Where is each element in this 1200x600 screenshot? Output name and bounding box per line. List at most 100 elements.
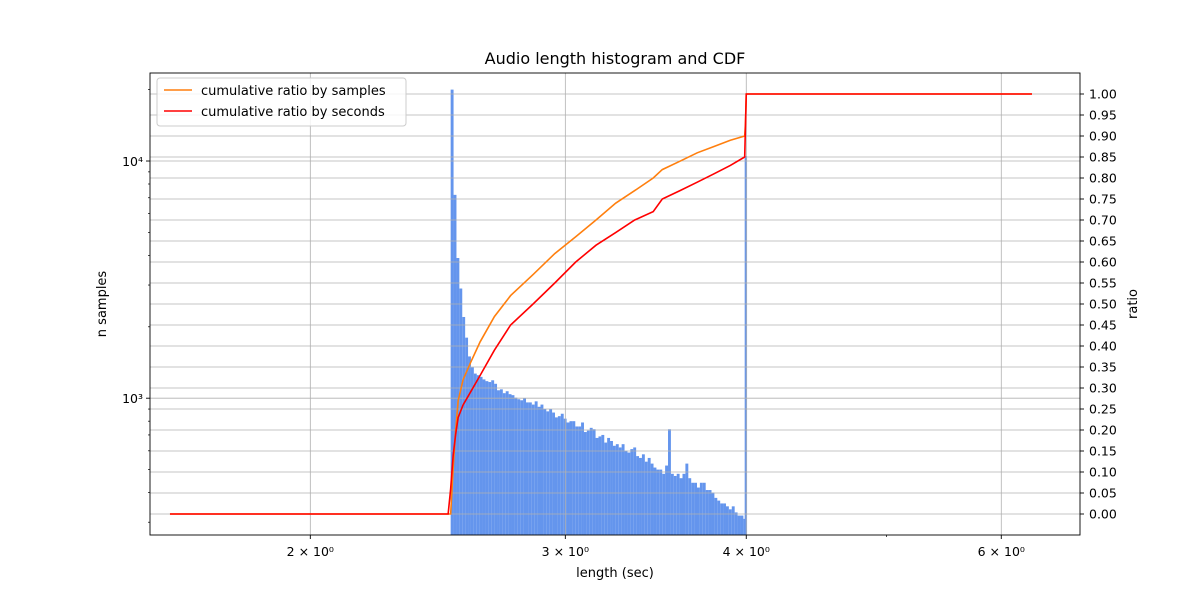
- histogram-bar: [659, 469, 663, 535]
- y2-ticks: 0.00 0.05 0.10 0.15 0.20 0.25 0.30 0.35 0.40 0.45…: [1080, 87, 1117, 522]
- histogram-bar: [453, 194, 457, 535]
- histogram-bar: [514, 397, 518, 535]
- y2-tick-label: 0.40: [1089, 339, 1117, 354]
- y2-tick-label: 1.00: [1089, 87, 1117, 102]
- histogram-bar: [650, 463, 654, 535]
- histogram-bar: [734, 512, 738, 535]
- histogram-bar: [627, 452, 631, 535]
- histogram-bar: [511, 395, 515, 535]
- histogram-bar: [737, 515, 741, 535]
- histogram-bar: [468, 356, 471, 535]
- histogram-bar: [720, 503, 724, 535]
- histogram-bar: [589, 427, 593, 535]
- histogram-bar: [610, 441, 613, 535]
- histogram-bar: [665, 465, 669, 535]
- histogram-bar: [572, 421, 576, 535]
- y2-tick-label: 0.45: [1089, 318, 1117, 333]
- histogram-bar: [723, 503, 726, 535]
- histogram-bar: [679, 478, 683, 535]
- cdf-line-1: [169, 93, 1032, 515]
- y2-tick-label: 0.25: [1089, 402, 1117, 417]
- histogram-bar: [586, 430, 590, 535]
- histogram-bar: [604, 442, 608, 535]
- histogram-bar: [688, 478, 692, 535]
- y2-tick-label: 0.80: [1089, 171, 1117, 186]
- histogram-bar: [740, 515, 744, 535]
- histogram-bar: [708, 490, 712, 535]
- histogram-bar: [581, 422, 584, 535]
- histogram-bar: [575, 426, 579, 535]
- histogram-bar: [725, 506, 729, 535]
- x-tick-label: 2 × 10⁰: [287, 544, 334, 559]
- x-tick-label: 3 × 10⁰: [542, 544, 589, 559]
- histogram-bar: [482, 379, 486, 535]
- y2-tick-label: 0.60: [1089, 255, 1117, 270]
- histogram-bar: [653, 467, 657, 535]
- histogram-bar: [731, 506, 735, 535]
- y-tick-label: 10⁴: [122, 154, 143, 169]
- histogram-bar: [546, 411, 550, 535]
- x-tick-label: 4 × 10⁰: [723, 544, 770, 559]
- histogram-bar: [505, 391, 509, 535]
- histogram-bar: [476, 375, 480, 535]
- y2-axis-label: ratio: [1126, 289, 1141, 319]
- histogram-bar: [528, 402, 532, 535]
- histogram-bar: [714, 497, 718, 535]
- y2-tick-label: 0.55: [1089, 276, 1117, 291]
- histogram-bar: [647, 457, 651, 535]
- histogram-bar: [630, 449, 634, 535]
- histogram-bar: [728, 509, 732, 535]
- histogram-bar: [531, 404, 535, 535]
- histogram-bar: [676, 473, 680, 535]
- histogram-bar: [465, 337, 469, 535]
- histogram-bar: [699, 482, 703, 535]
- y2-tick-label: 0.70: [1089, 213, 1117, 228]
- legend-label-seconds: cumulative ratio by seconds: [201, 105, 385, 120]
- y2-tick-label: 0.20: [1089, 423, 1117, 438]
- histogram-bar: [499, 389, 503, 535]
- legend: cumulative ratio by samples cumulative r…: [156, 77, 407, 127]
- histogram-bar: [520, 400, 524, 535]
- histogram-bar: [621, 444, 625, 535]
- histogram-bar: [656, 469, 660, 535]
- histogram-bar: [705, 490, 709, 535]
- histogram-bar: [685, 463, 689, 535]
- histogram-bar: [682, 473, 686, 535]
- y2-tick-label: 0.90: [1089, 129, 1117, 144]
- y2-tick-label: 0.95: [1089, 108, 1117, 123]
- cdf-line-0: [169, 93, 1032, 515]
- y2-tick-label: 0.65: [1089, 234, 1117, 249]
- histogram-bar: [560, 413, 564, 535]
- histogram-bar: [592, 429, 596, 535]
- histogram-bar: [644, 461, 648, 535]
- y2-tick-label: 0.05: [1089, 486, 1117, 501]
- histogram-bar: [696, 487, 700, 535]
- histogram-bar: [508, 394, 512, 535]
- histogram-bar: [601, 434, 605, 535]
- histogram-bar: [583, 432, 587, 535]
- histogram-bar: [494, 383, 498, 535]
- y2-tick-label: 0.35: [1089, 360, 1117, 375]
- histogram-bar: [668, 429, 671, 535]
- histogram-bar: [502, 393, 506, 535]
- histogram-bar: [557, 416, 561, 535]
- histogram-bar: [569, 421, 573, 535]
- y2-tick-label: 0.00: [1089, 507, 1117, 522]
- histogram-bar: [497, 390, 500, 535]
- histogram-bar: [598, 436, 602, 535]
- legend-label-samples: cumulative ratio by samples: [201, 84, 386, 99]
- histogram-bar: [691, 482, 695, 535]
- histogram-bar: [618, 447, 622, 535]
- histogram-bar: [540, 404, 544, 535]
- y-ticks: 10³ 10⁴: [122, 89, 150, 523]
- histogram-bar: [639, 457, 642, 535]
- histogram-bar: [717, 500, 721, 535]
- histogram-bar: [479, 376, 483, 535]
- histogram-bar: [456, 258, 460, 535]
- y2-tick-label: 0.50: [1089, 297, 1117, 312]
- histogram-bar: [595, 437, 599, 535]
- y2-tick-label: 0.10: [1089, 465, 1117, 480]
- histogram-bar: [554, 417, 558, 535]
- histogram-bar: [615, 444, 619, 535]
